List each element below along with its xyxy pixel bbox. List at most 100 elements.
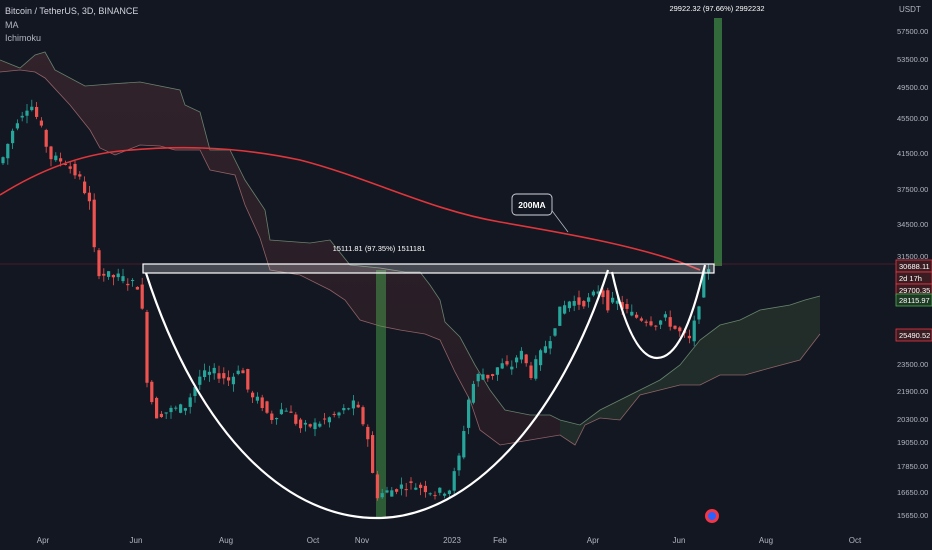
candle-139 xyxy=(668,310,672,331)
candle-9 xyxy=(44,128,48,153)
candle-body-119 xyxy=(572,301,576,306)
candle-23 xyxy=(111,274,115,286)
candle-31 xyxy=(150,380,154,405)
x-tick-label-6: Feb xyxy=(493,536,507,545)
candle-body-130 xyxy=(625,304,629,309)
candle-90 xyxy=(433,491,437,500)
candle-body-134 xyxy=(644,321,648,323)
candle-body-28 xyxy=(135,286,139,290)
candle-body-133 xyxy=(639,318,643,321)
candle-body-123 xyxy=(591,291,595,296)
currency-label: USDT xyxy=(899,5,921,14)
candle-133 xyxy=(639,316,643,322)
symbol-title[interactable]: Bitcoin / TetherUS, 3D, BINANCE xyxy=(5,6,139,16)
candle-7 xyxy=(35,102,39,120)
candle-20 xyxy=(97,247,101,280)
candle-143 xyxy=(687,329,691,344)
candle-body-66 xyxy=(318,423,322,427)
candle-40 xyxy=(193,386,197,403)
candle-77 xyxy=(371,431,375,474)
candle-body-104 xyxy=(500,363,504,369)
candle-88 xyxy=(423,480,427,498)
candle-body-16 xyxy=(78,174,82,177)
candle-108 xyxy=(519,347,523,364)
cloud-fill-bearish xyxy=(0,52,820,445)
candle-18 xyxy=(87,186,91,210)
indicator-ma[interactable]: MA xyxy=(5,20,19,30)
cup-and-handle-drawing xyxy=(0,193,900,523)
candle-body-107 xyxy=(515,357,519,363)
candle-43 xyxy=(207,365,211,382)
candle-body-135 xyxy=(649,321,653,326)
candle-body-127 xyxy=(611,297,615,303)
candle-60 xyxy=(289,405,293,413)
price-badge-bg-cloud-bottom xyxy=(895,328,932,342)
candle-body-110 xyxy=(529,365,533,378)
candle-110 xyxy=(529,361,533,380)
candle-2 xyxy=(11,128,15,149)
candle-body-15 xyxy=(73,163,77,176)
indicator-ichimoku[interactable]: Ichimoku xyxy=(5,33,42,43)
candle-44 xyxy=(212,363,216,380)
candle-body-61 xyxy=(294,414,298,424)
candle-32 xyxy=(155,396,159,419)
candle-body-67 xyxy=(323,418,327,420)
candle-body-63 xyxy=(303,422,307,425)
candle-14 xyxy=(68,161,72,174)
x-tick-label-1: Jun xyxy=(130,536,143,545)
ma-callout-label: 200MA xyxy=(518,200,545,210)
candle-body-4 xyxy=(20,115,24,118)
candle-27 xyxy=(131,278,135,287)
candle-body-37 xyxy=(179,404,183,413)
candle-body-126 xyxy=(606,290,610,311)
candles xyxy=(1,99,711,501)
candle-body-111 xyxy=(534,359,538,379)
candle-body-72 xyxy=(347,408,351,410)
candle-11 xyxy=(54,152,58,162)
candle-body-21 xyxy=(102,273,106,276)
candle-61 xyxy=(294,412,298,426)
price-badge-bg-cloud-top xyxy=(895,293,932,307)
x-tick-label-5: 2023 xyxy=(443,536,461,545)
candle-body-1 xyxy=(6,143,10,159)
candle-98 xyxy=(471,380,475,405)
candle-138 xyxy=(663,311,667,322)
candle-10 xyxy=(49,145,53,167)
candle-62 xyxy=(299,417,303,433)
y-tick-label-12: 17850.00 xyxy=(897,462,928,471)
candle-130 xyxy=(625,298,629,314)
price-badge-text-cloud-bottom: 25490.52 xyxy=(899,331,930,340)
candle-body-30 xyxy=(145,311,149,383)
candle-118 xyxy=(567,300,571,312)
candle-body-116 xyxy=(558,306,562,326)
candle-112 xyxy=(539,348,543,371)
candle-body-76 xyxy=(366,426,370,440)
candle-body-64 xyxy=(308,424,312,427)
candle-body-42 xyxy=(203,370,207,378)
ma-callout-pointer xyxy=(549,207,569,233)
candle-68 xyxy=(327,416,331,428)
candle-59 xyxy=(284,407,288,412)
candle-82 xyxy=(395,488,399,495)
candle-body-31 xyxy=(150,381,154,403)
candle-107 xyxy=(515,355,519,369)
candle-117 xyxy=(563,300,567,315)
candle-body-52 xyxy=(251,392,255,398)
candle-92 xyxy=(443,492,447,499)
candle-body-33 xyxy=(159,413,163,418)
candle-3 xyxy=(15,119,19,131)
x-tick-label-10: Oct xyxy=(849,536,862,545)
candle-34 xyxy=(164,412,168,419)
candle-body-54 xyxy=(260,397,264,409)
y-tick-label-14: 15650.00 xyxy=(897,511,928,520)
candle-body-106 xyxy=(510,366,514,370)
candle-122 xyxy=(587,292,591,308)
candle-26 xyxy=(126,278,130,291)
candle-57 xyxy=(275,417,279,425)
candle-body-137 xyxy=(659,320,663,325)
candle-6 xyxy=(30,99,34,112)
price-badge-text-current: 30688.11 xyxy=(899,262,930,271)
candle-125 xyxy=(601,288,605,305)
candle-37 xyxy=(179,403,183,414)
